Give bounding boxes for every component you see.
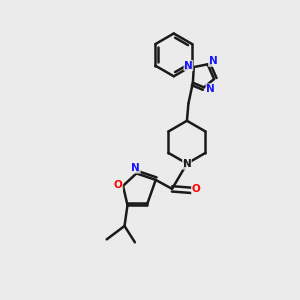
Text: N: N — [184, 61, 193, 70]
Text: N: N — [183, 159, 191, 169]
Text: N: N — [208, 56, 217, 66]
Text: O: O — [114, 180, 123, 190]
Text: N: N — [131, 163, 140, 173]
Text: O: O — [191, 184, 200, 194]
Text: N: N — [206, 84, 215, 94]
